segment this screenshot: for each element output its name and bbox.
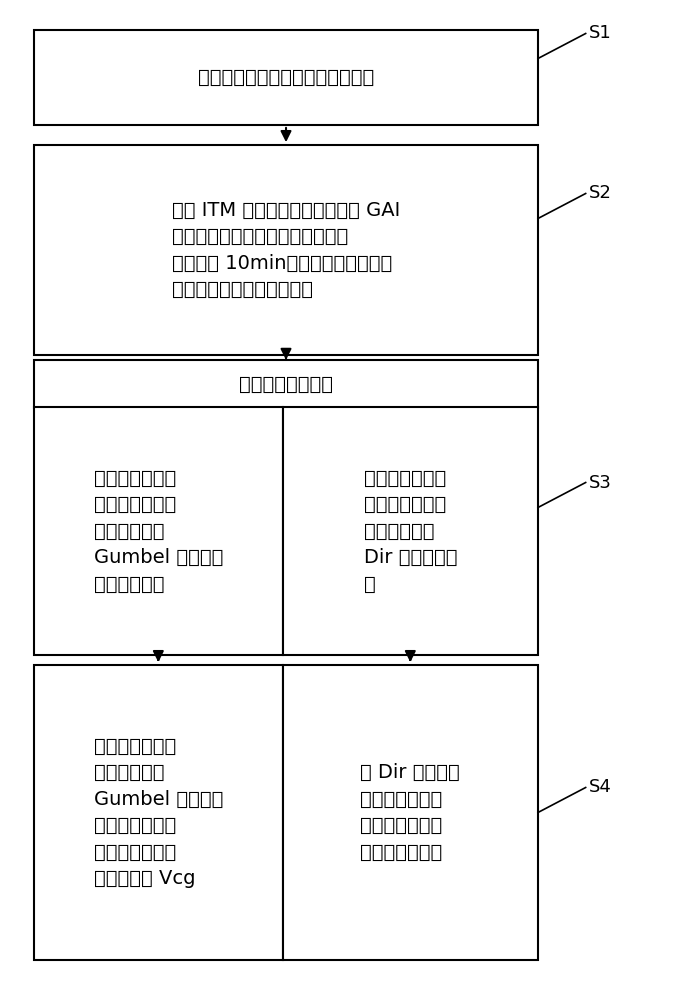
Text: 由五十年一遇理
论概率值推算
Gumbel 拟合函数
对应概率值，得
到场址五十年一
遇阵风幅值 Vcg: 由五十年一遇理 论概率值推算 Gumbel 拟合函数 对应概率值，得 到场址五十… xyxy=(94,737,223,888)
Text: 绘制各阵风下测
量概率与阵风幅
值关系图，用
Gumbel 概率密度
函数进行拟合: 绘制各阵风下测 量概率与阵风幅 值关系图，用 Gumbel 概率密度 函数进行拟… xyxy=(94,468,223,593)
Text: S2: S2 xyxy=(589,184,612,202)
Bar xyxy=(34,145,538,355)
Bar xyxy=(283,407,538,655)
Text: 由 Dir 拟合函数
结果，得到场址
某平均风速下对
应的风向变化值: 由 Dir 拟合函数 结果，得到场址 某平均风速下对 应的风向变化值 xyxy=(360,763,460,862)
Text: 获取场址长期测风风速、风向数据: 获取场址长期测风风速、风向数据 xyxy=(198,68,374,87)
Bar xyxy=(283,665,538,960)
Text: 使用 ITM 方法数据编辑筛选，用 GAI
函数判定，找出样本中所有阵风事
件，统计 10min阵风事件的平均风速
值、阵风幅值、风向变化值: 使用 ITM 方法数据编辑筛选，用 GAI 函数判定，找出样本中所有阵风事 件，… xyxy=(172,201,400,299)
Text: S1: S1 xyxy=(589,24,612,42)
Bar xyxy=(34,665,283,960)
Bar xyxy=(34,30,538,125)
Text: S4: S4 xyxy=(589,778,612,796)
Bar xyxy=(34,407,283,655)
Text: 绘制各阵风平均
风速与风向变化
量关系图，用
Dir 函数进行拟
合: 绘制各阵风平均 风速与风向变化 量关系图，用 Dir 函数进行拟 合 xyxy=(364,468,457,593)
Text: 绘图分析阵风事件: 绘图分析阵风事件 xyxy=(239,374,333,393)
Text: S3: S3 xyxy=(589,474,612,491)
Bar xyxy=(34,360,538,408)
